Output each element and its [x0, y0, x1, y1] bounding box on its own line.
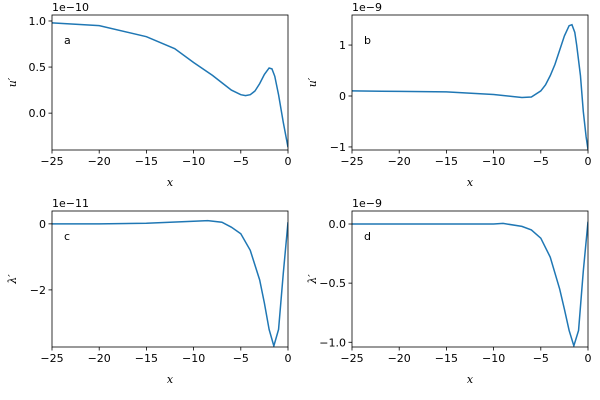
y-tick-label: 0 [339, 90, 346, 103]
x-tick-label: 0 [285, 352, 292, 365]
data-line [52, 219, 288, 347]
y-tick-label: −1 [330, 141, 346, 154]
x-tick-label: −25 [340, 352, 363, 365]
x-tick-label: −25 [40, 155, 63, 168]
axes-frame [51, 210, 289, 348]
y-tick-label: −2 [30, 284, 46, 297]
y-axis-label: u′ [6, 77, 19, 87]
offset-text: 1e−10 [52, 1, 89, 14]
axes-frame [351, 14, 589, 151]
subplot: −25 −20 −15 −10 −5 0 0.0 0.5 1.0 1e−10 a x u′ [6, 1, 292, 189]
panel-label: b [364, 34, 371, 47]
data-line [352, 23, 588, 150]
x-tick-label: −15 [435, 352, 458, 365]
offset-text: 1e−11 [52, 197, 89, 210]
x-tick-label: −10 [182, 352, 205, 365]
x-tick-label: −20 [388, 352, 411, 365]
axes-frame [51, 14, 289, 151]
x-tick-label: −5 [533, 155, 549, 168]
data-line [352, 221, 588, 347]
x-tick-label: 0 [585, 352, 592, 365]
plot-area [52, 219, 288, 347]
data-line [52, 22, 288, 148]
y-tick-label: 1.0 [29, 15, 47, 28]
x-tick-label: −20 [88, 352, 111, 365]
y-tick-label: 0 [39, 218, 46, 231]
x-tick-label: −25 [340, 155, 363, 168]
offset-text: 1e−9 [352, 1, 382, 14]
panel-label: c [64, 230, 70, 243]
x-tick-label: −15 [435, 155, 458, 168]
y-tick-label: 0.0 [329, 218, 347, 231]
x-tick-label: −15 [135, 352, 158, 365]
plot-area [352, 221, 588, 347]
x-axis-label: x [167, 176, 174, 189]
y-axis-label: λ′ [6, 274, 19, 285]
x-axis-label: x [467, 176, 474, 189]
x-axis-label: x [467, 373, 474, 386]
x-tick-label: 0 [285, 155, 292, 168]
x-tick-label: −20 [388, 155, 411, 168]
y-tick-label: 0.5 [29, 61, 47, 74]
x-tick-label: −10 [482, 352, 505, 365]
y-tick-label: −0.5 [319, 277, 346, 290]
x-tick-label: −5 [233, 352, 249, 365]
x-tick-label: 0 [585, 155, 592, 168]
x-axis-label: x [167, 373, 174, 386]
x-tick-label: −15 [135, 155, 158, 168]
x-tick-label: −5 [533, 352, 549, 365]
plot-area [52, 22, 288, 148]
offset-text: 1e−9 [352, 197, 382, 210]
y-tick-label: 0.0 [29, 107, 47, 120]
panel-label: a [64, 34, 71, 47]
plot-area [352, 23, 588, 150]
x-tick-label: −10 [482, 155, 505, 168]
axes-frame [351, 210, 589, 348]
y-axis-label: λ′ [306, 274, 319, 285]
panel-label: d [364, 230, 371, 243]
subplot: −25 −20 −15 −10 −5 0 −1.0 −0.5 0.0 1e−9 d x λ′ [306, 197, 592, 386]
x-tick-label: −10 [182, 155, 205, 168]
x-tick-label: −25 [40, 352, 63, 365]
y-tick-label: 1 [339, 39, 346, 52]
x-tick-label: −20 [88, 155, 111, 168]
x-tick-label: −5 [233, 155, 249, 168]
y-axis-label: u′ [306, 77, 319, 87]
y-tick-label: −1.0 [319, 336, 346, 349]
